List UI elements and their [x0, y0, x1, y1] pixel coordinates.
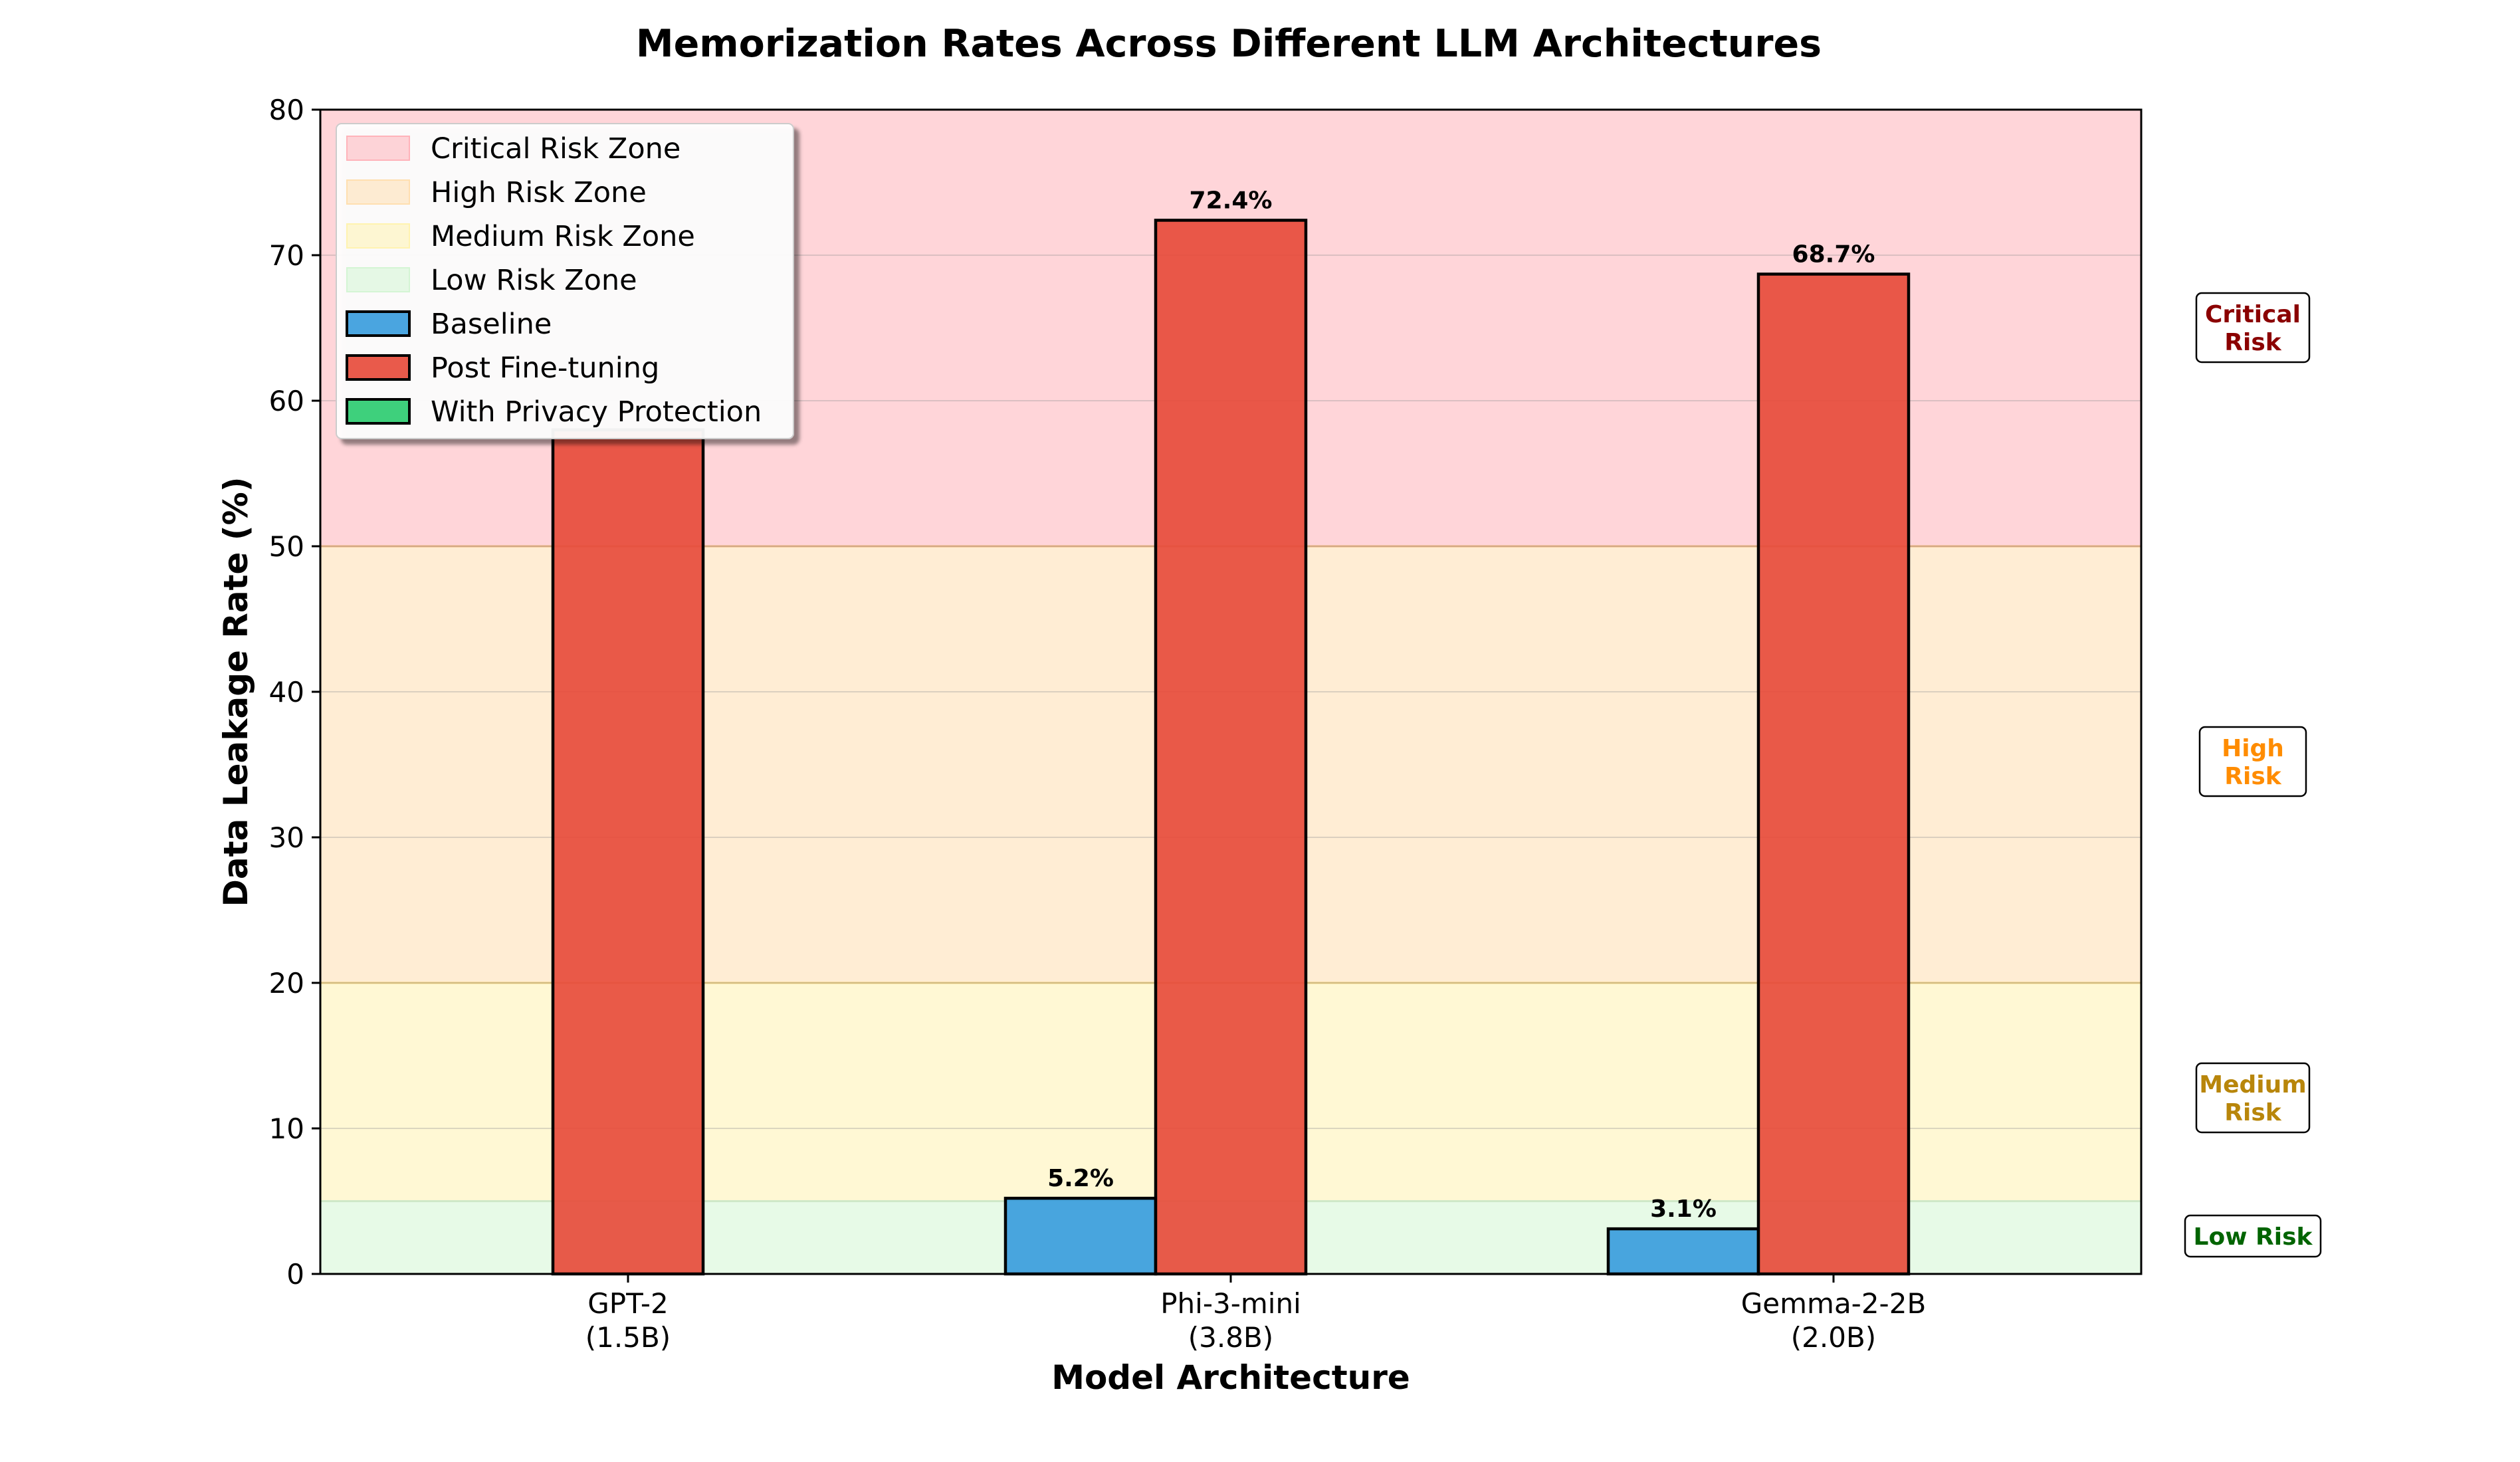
zone-tag-text: Risk	[2224, 329, 2281, 356]
y-tick-label: 60	[269, 385, 304, 417]
x-axis-label: Model Architecture	[1051, 1358, 1410, 1397]
legend-swatch	[346, 310, 411, 337]
x-tick-sublabel: (3.8B)	[1188, 1321, 1273, 1354]
bar	[1154, 219, 1308, 1276]
legend-entry: Low Risk Zone	[431, 264, 637, 297]
legend-entry: Baseline	[431, 308, 552, 341]
y-tick-label: 40	[269, 676, 304, 708]
bar	[551, 428, 705, 1276]
bar-value-label: 5.2%	[1047, 1165, 1114, 1192]
y-tick-label: 80	[269, 94, 304, 126]
x-tick-sublabel: (2.0B)	[1791, 1321, 1876, 1354]
legend-entry: High Risk Zone	[431, 176, 647, 209]
zone-tag-text: Risk	[2224, 1099, 2281, 1126]
bar	[1756, 272, 1911, 1276]
y-tick-label: 20	[269, 967, 304, 999]
zone-tag-text: High	[2222, 735, 2284, 762]
x-tick-label: Gemma-2-2B	[1741, 1287, 1927, 1320]
bar-value-labels: 5.2% 3.1% 72.4% 68.7%	[1047, 187, 1875, 1223]
y-axis-label: Data Leakage Rate (%)	[217, 476, 255, 906]
bar-value-label: 3.1%	[1650, 1196, 1717, 1223]
legend-swatch	[346, 267, 410, 292]
legend-swatch	[346, 398, 411, 425]
zone-tag-box	[2198, 726, 2307, 797]
y-tick-label: 10	[269, 1112, 304, 1145]
bar-value-label: 72.4%	[1190, 187, 1273, 214]
zone-tag-text: Risk	[2224, 763, 2281, 790]
zone-tag-text: Critical	[2205, 301, 2301, 328]
x-tick-sublabel: (1.5B)	[585, 1321, 671, 1354]
legend-box	[336, 123, 794, 439]
bars	[551, 219, 1911, 1276]
y-tick-label: 70	[269, 239, 304, 272]
y-tick-label: 50	[269, 530, 304, 563]
legend-entry: Post Fine-tuning	[431, 352, 659, 385]
y-axis: 0 10 20 30 40 50 60 70 80	[269, 94, 320, 1291]
y-tick-label: 30	[269, 821, 304, 854]
legend-swatch	[346, 179, 410, 205]
legend: Critical Risk Zone High Risk Zone Medium R…	[336, 123, 794, 439]
x-axis: GPT-2(1.5B) Phi-3-mini(3.8B) Gemma-2-2B(2.…	[585, 1274, 1926, 1354]
legend-swatch	[346, 354, 411, 381]
legend-entry: With Privacy Protection	[431, 395, 762, 429]
y-tick-label: 0	[286, 1258, 304, 1291]
bar	[1606, 1227, 1760, 1276]
x-tick-label: Phi-3-mini	[1160, 1287, 1301, 1320]
legend-swatch	[346, 136, 410, 161]
zone-tag-text: Low Risk	[2194, 1223, 2313, 1251]
zone-tag-text: Medium	[2199, 1071, 2307, 1098]
bar	[1003, 1196, 1158, 1276]
legend-entry: Critical Risk Zone	[431, 132, 681, 165]
legend-swatch	[346, 223, 410, 249]
zone-tag-box	[2195, 1062, 2311, 1134]
x-tick-label: GPT-2	[587, 1287, 669, 1320]
zone-tag-box	[2184, 1214, 2322, 1258]
chart-title: Memorization Rates Across Different LLM …	[636, 22, 1822, 66]
legend-entry: Medium Risk Zone	[431, 220, 695, 253]
zone-tag-box	[2195, 292, 2311, 364]
bar-value-label: 68.7%	[1792, 241, 1875, 268]
